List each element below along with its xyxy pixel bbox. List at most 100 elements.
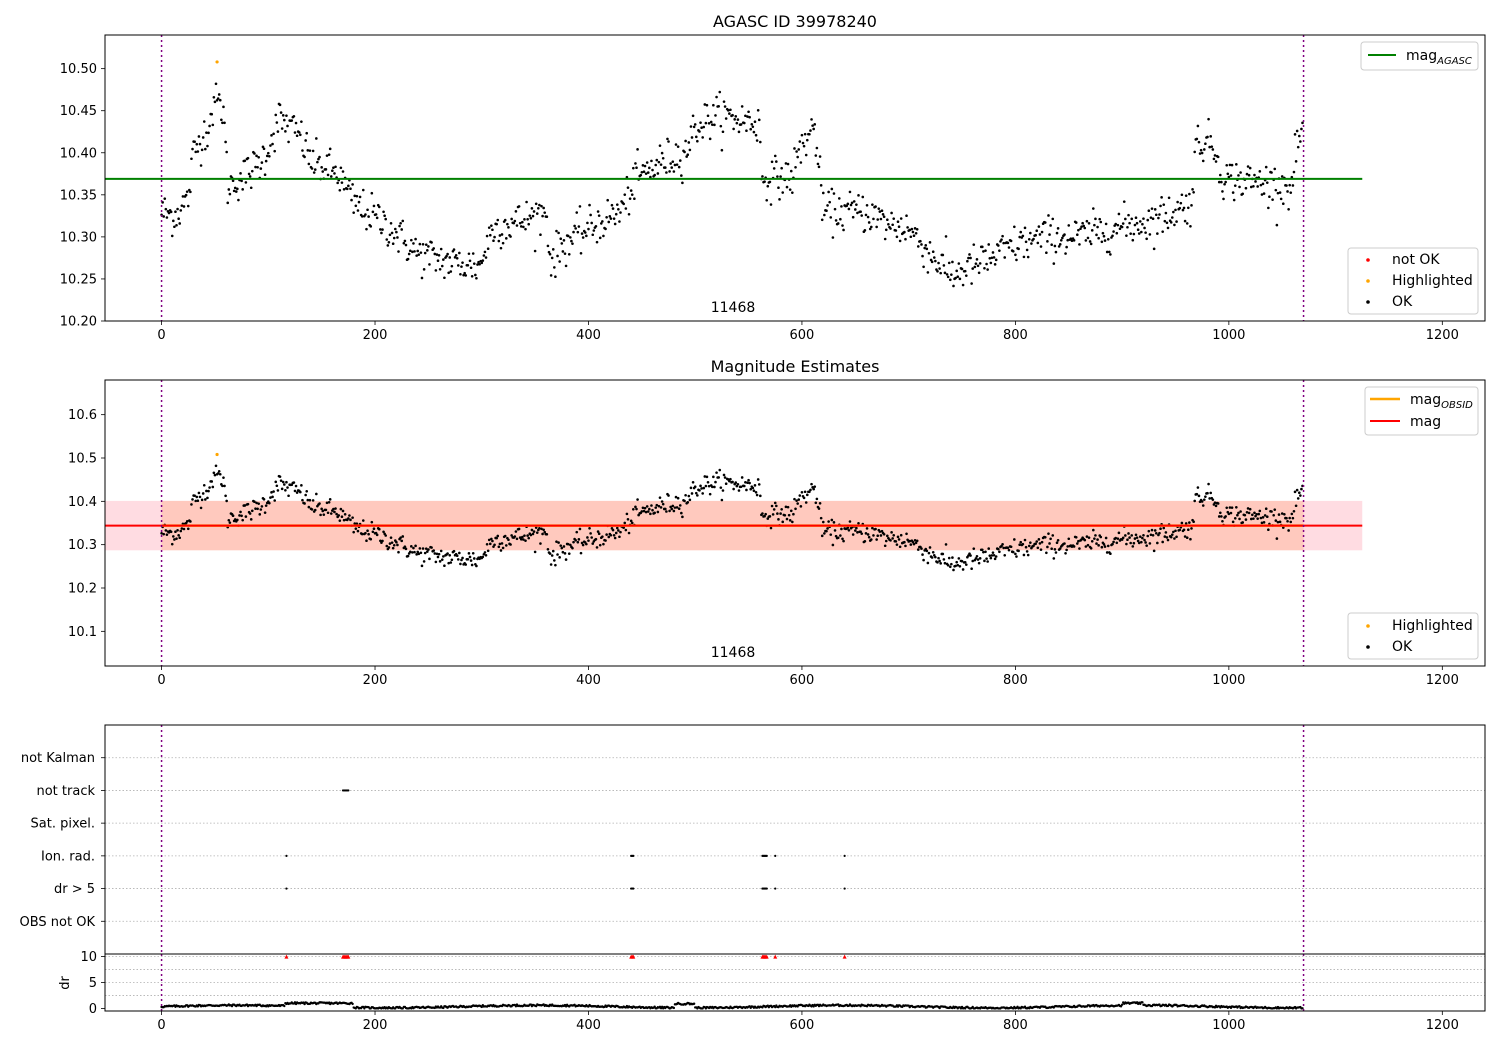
ok-point: [387, 240, 391, 244]
ok-point: [1263, 514, 1267, 517]
ok-point: [672, 170, 676, 173]
ok-point: [1169, 221, 1173, 224]
ok-point: [1296, 497, 1300, 500]
ok-point: [713, 123, 716, 127]
ok-point: [1278, 520, 1282, 524]
ok-point: [1006, 241, 1010, 245]
ok-point: [207, 489, 210, 493]
ok-point: [283, 483, 286, 486]
ok-point: [810, 482, 813, 486]
ok-point: [1125, 542, 1128, 546]
ok-point: [412, 546, 415, 550]
ok-point: [1142, 217, 1145, 220]
ok-point: [555, 229, 558, 233]
ok-point: [276, 489, 280, 492]
ok-point: [585, 542, 588, 546]
ok-point: [1015, 258, 1018, 262]
ok-point: [173, 225, 176, 229]
ok-point: [256, 507, 259, 511]
y-tick-label: 5: [89, 976, 97, 991]
ok-point: [495, 222, 498, 226]
ok-point: [895, 543, 899, 546]
ok-point: [912, 234, 916, 238]
ok-point: [1104, 536, 1108, 540]
ok-point: [1245, 172, 1249, 176]
ok-point: [227, 188, 231, 191]
ok-point: [200, 148, 204, 152]
ok-point: [1021, 542, 1025, 546]
ok-point: [628, 197, 632, 200]
ok-point: [466, 263, 470, 267]
ok-point: [615, 203, 619, 206]
ok-point: [847, 207, 851, 211]
ok-point: [646, 171, 650, 174]
ok-point: [328, 498, 332, 501]
ok-point: [897, 225, 901, 228]
ok-point: [960, 267, 964, 271]
ok-point: [1159, 204, 1162, 208]
ok-point: [433, 552, 437, 555]
ok-point: [375, 533, 379, 537]
ok-point: [238, 514, 241, 517]
ok-point: [636, 498, 639, 501]
flag-point: [765, 854, 768, 857]
ok-point: [950, 562, 953, 566]
ok-point: [1217, 180, 1221, 184]
dr-point: [351, 1002, 354, 1006]
y-tick-label: 10.6: [68, 408, 97, 423]
ok-point: [1055, 541, 1059, 545]
ok-point: [737, 130, 741, 134]
ok-point: [1170, 533, 1174, 536]
ok-point: [870, 225, 873, 229]
ok-point: [994, 555, 998, 558]
ok-point: [841, 224, 844, 227]
ok-point: [958, 564, 962, 568]
ok-point: [510, 217, 513, 221]
ok-point: [464, 274, 468, 277]
ok-point: [1045, 551, 1048, 555]
ok-point: [624, 528, 628, 532]
ok-point: [241, 518, 244, 522]
ok-point: [379, 228, 382, 231]
ok-point: [773, 501, 777, 505]
ok-point: [687, 141, 691, 144]
ok-point: [746, 481, 749, 484]
ok-point: [456, 558, 460, 561]
flag-category-label: dr > 5: [54, 882, 95, 897]
ok-point: [987, 243, 991, 246]
ok-point: [776, 512, 779, 515]
ok-point: [482, 254, 486, 257]
ok-point: [353, 194, 357, 198]
ok-point: [1292, 170, 1296, 174]
ok-point: [859, 530, 862, 533]
ok-point: [263, 511, 267, 514]
ok-point: [499, 246, 503, 250]
ok-point: [285, 114, 288, 117]
ok-point: [1137, 232, 1141, 235]
ok-point: [355, 194, 359, 198]
ok-point: [1246, 165, 1250, 168]
ok-point: [408, 550, 412, 554]
ok-point: [223, 121, 226, 125]
ok-point: [1293, 133, 1297, 136]
ok-point: [751, 486, 755, 490]
ok-point: [664, 166, 667, 169]
ok-point: [407, 252, 411, 256]
ok-point: [713, 485, 716, 489]
ok-point: [504, 544, 508, 547]
ok-point: [936, 561, 939, 564]
ok-point: [254, 507, 257, 510]
ok-point: [360, 532, 364, 536]
ok-point: [445, 254, 448, 258]
ok-point: [874, 527, 877, 531]
ok-point: [1276, 520, 1280, 524]
ok-point: [509, 235, 512, 238]
ok-point: [415, 254, 418, 257]
ok-point: [1127, 532, 1130, 535]
x-tick-label: 600: [790, 1018, 815, 1033]
ok-point: [846, 526, 850, 529]
ok-point: [1115, 231, 1119, 235]
ok-point: [1100, 240, 1104, 244]
ok-point: [808, 132, 811, 136]
ok-point: [1038, 233, 1042, 236]
